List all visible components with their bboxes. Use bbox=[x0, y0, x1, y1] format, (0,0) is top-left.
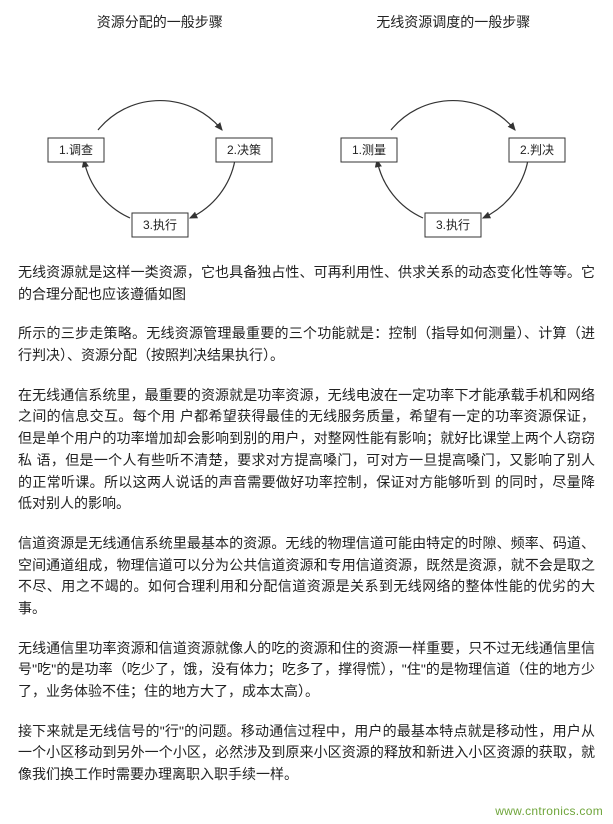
watermark: www.cntronics.com bbox=[495, 804, 603, 818]
cycle-left-svg: 1.调查 2.决策 3.执行 bbox=[20, 38, 300, 248]
cycle-left-node-3: 3.执行 bbox=[143, 218, 177, 232]
cycle-left-node-1: 1.调查 bbox=[59, 143, 93, 157]
paragraph-2: 所示的三步走策略。无线资源管理最重要的三个功能就是：控制（指导如何测量）、计算（… bbox=[18, 323, 595, 366]
cycle-right-node-2: 2.判决 bbox=[520, 143, 554, 157]
cycle-left-node-2: 2.决策 bbox=[227, 143, 261, 157]
cycle-right: 无线资源调度的一般步骤 1.测量 2.判决 3.执行 bbox=[313, 12, 593, 248]
cycle-right-node-1: 1.测量 bbox=[352, 143, 386, 157]
paragraph-4: 信道资源是无线通信系统里最基本的资源。无线的物理信道可能由特定的时隙、频率、码道… bbox=[18, 533, 595, 620]
paragraph-5: 无线通信里功率资源和信道资源就像人的吃的资源和住的资源一样重要，只不过无线通信里… bbox=[18, 638, 595, 703]
cycle-right-node-3: 3.执行 bbox=[436, 218, 470, 232]
cycle-left-title: 资源分配的一般步骤 bbox=[20, 12, 300, 32]
cycle-right-svg: 1.测量 2.判决 3.执行 bbox=[313, 38, 593, 248]
paragraph-1: 无线资源就是这样一类资源，它也具备独占性、可再利用性、供求关系的动态变化性等等。… bbox=[18, 262, 595, 305]
paragraph-6: 接下来就是无线信号的"行"的问题。移动通信过程中，用户的最基本特点就是移动性，用… bbox=[18, 721, 595, 786]
diagram-row: 资源分配的一般步骤 1.调查 2.决策 3.执行 无线资源调度的一般步骤 bbox=[18, 12, 595, 248]
cycle-right-title: 无线资源调度的一般步骤 bbox=[313, 12, 593, 32]
cycle-left: 资源分配的一般步骤 1.调查 2.决策 3.执行 bbox=[20, 12, 300, 248]
paragraph-3: 在无线通信系统里，最重要的资源就是功率资源，无线电波在一定功率下才能承载手机和网… bbox=[18, 385, 595, 515]
